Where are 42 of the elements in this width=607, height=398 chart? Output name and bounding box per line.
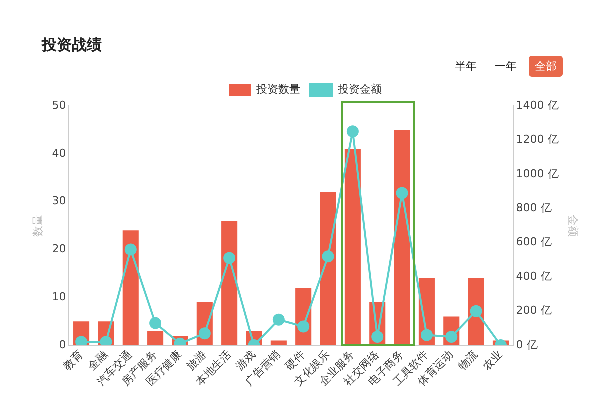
bar bbox=[270, 340, 287, 346]
bar bbox=[394, 130, 410, 346]
point bbox=[224, 252, 236, 264]
text: 半年 bbox=[454, 59, 478, 75]
x-tick-label: 物流 bbox=[456, 348, 480, 373]
point bbox=[346, 126, 359, 138]
bar bbox=[148, 331, 164, 346]
y2-tick-label: 400 亿 bbox=[516, 270, 552, 283]
legend-label: 投资金额 bbox=[337, 82, 382, 96]
point bbox=[150, 317, 162, 330]
point bbox=[470, 305, 482, 318]
x-tick-label: 农业 bbox=[480, 348, 506, 373]
point bbox=[124, 244, 137, 256]
point bbox=[322, 250, 334, 263]
y2-tick-label: 1400 亿 bbox=[516, 98, 559, 112]
y-tick-label: 30 bbox=[52, 194, 66, 208]
chart-title: 投资战绩 bbox=[42, 36, 102, 55]
point bbox=[198, 328, 211, 340]
y2-tick-label: 200 亿 bbox=[516, 304, 552, 318]
y2-tick-label: 1000 亿 bbox=[516, 167, 559, 180]
y-axis-title: 数量 bbox=[31, 214, 44, 237]
point bbox=[298, 320, 310, 333]
y2-tick-label: 1200 亿 bbox=[516, 133, 559, 146]
y-tick-label: 50 bbox=[52, 98, 66, 112]
point bbox=[420, 329, 433, 342]
point bbox=[76, 336, 88, 346]
bar bbox=[320, 192, 336, 346]
y2-tick-label: 800 亿 bbox=[516, 202, 552, 215]
y2-tick-label: 600 亿 bbox=[516, 236, 552, 249]
point bbox=[272, 314, 285, 326]
legend-label: 投资数量 bbox=[256, 82, 300, 96]
bar bbox=[344, 149, 361, 346]
text: 全部 bbox=[529, 56, 563, 77]
y2-tick-label: 0 亿 bbox=[516, 338, 538, 352]
point bbox=[396, 187, 408, 200]
y2-axis-title: 金额 bbox=[566, 214, 580, 237]
text: 一年 bbox=[494, 59, 518, 75]
y-tick-label: 20 bbox=[52, 242, 66, 256]
point bbox=[100, 336, 112, 346]
point bbox=[372, 331, 384, 343]
y-tick-label: 10 bbox=[52, 290, 66, 304]
y-tick-label: 40 bbox=[52, 146, 66, 160]
